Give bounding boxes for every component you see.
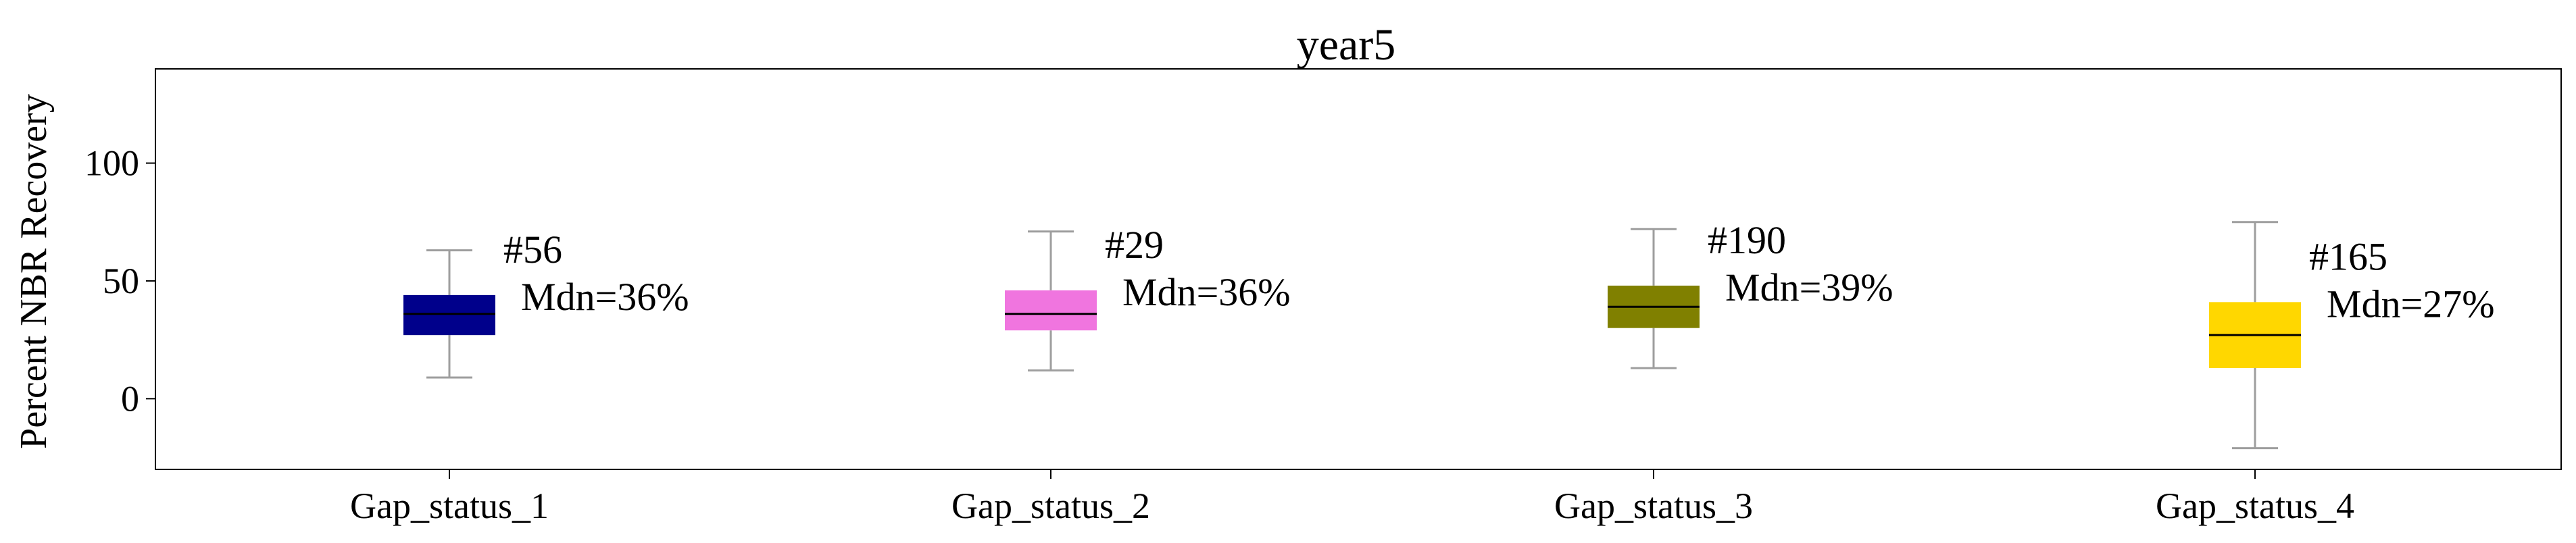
y-axis-label: Percent NBR Recovery [13, 94, 55, 449]
median-label: Mdn=39% [1725, 265, 1893, 309]
x-tick-label: Gap_status_1 [350, 486, 549, 526]
median-label: Mdn=27% [2327, 282, 2495, 326]
box-iqr [1005, 290, 1097, 331]
chart-marks: 0 50 100 Gap_status_1 Gap_status_2 Gap_status… [84, 143, 2495, 526]
x-tick-label: Gap_status_4 [2156, 486, 2354, 526]
count-label: #190 [1708, 218, 1786, 262]
median-label: Mdn=36% [1122, 270, 1291, 314]
x-tick-label: Gap_status_3 [1554, 486, 1753, 526]
count-label: #29 [1105, 223, 1164, 267]
plot-frame [155, 68, 2562, 470]
box-iqr [403, 294, 495, 336]
x-tick-label: Gap_status_2 [951, 486, 1150, 526]
y-tick-label: 100 [84, 143, 139, 184]
y-tick-label: 50 [103, 261, 139, 301]
count-label: #56 [503, 228, 562, 272]
y-tick-label: 0 [121, 378, 139, 419]
chart-title: year5 [1297, 20, 1396, 70]
count-label: #165 [2309, 234, 2387, 278]
median-label: Mdn=36% [521, 275, 689, 319]
